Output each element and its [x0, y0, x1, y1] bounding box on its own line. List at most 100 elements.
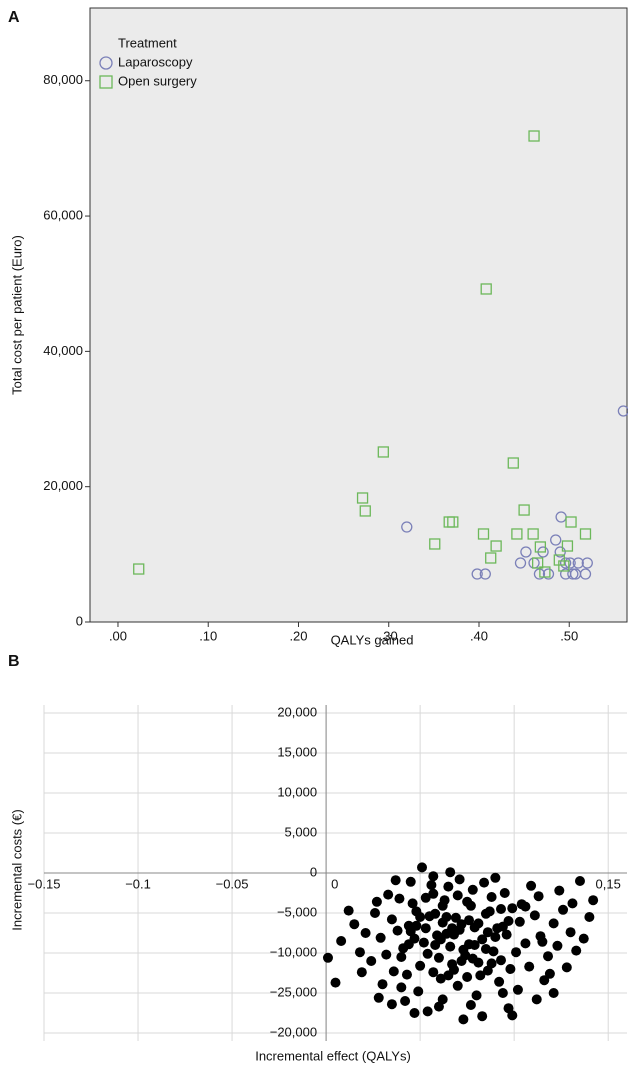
point [505, 964, 516, 974]
y-tick-label: 15,000 [277, 744, 317, 759]
point [377, 446, 389, 458]
point [428, 967, 439, 978]
point [526, 880, 537, 891]
point [413, 986, 424, 997]
point [507, 903, 518, 914]
point [428, 871, 439, 882]
point [574, 876, 585, 886]
point [396, 952, 407, 962]
point [420, 923, 431, 934]
point [428, 888, 439, 899]
x-tick-label: .00 [109, 628, 127, 643]
point [477, 528, 490, 540]
point [482, 927, 493, 938]
y-tick-label: 20,000 [43, 478, 83, 493]
y-axis-label: Incremental costs (€) [9, 809, 24, 930]
point [450, 912, 461, 923]
point [464, 915, 475, 926]
y-tick-label: −20,000 [270, 1024, 317, 1039]
point [497, 921, 508, 932]
legend-marker [99, 75, 113, 89]
x-tick-label: .50 [560, 628, 578, 643]
point [447, 923, 458, 934]
x-tick-label: −0.1 [125, 876, 151, 891]
point [322, 952, 333, 963]
point [443, 881, 454, 892]
point [565, 927, 576, 938]
y-tick-label: 5,000 [285, 824, 318, 839]
point [454, 874, 465, 885]
point [480, 283, 492, 295]
point [550, 534, 562, 546]
point [400, 996, 411, 1006]
point [490, 872, 501, 883]
point [486, 892, 497, 902]
point [494, 976, 505, 987]
point [581, 557, 593, 569]
point [441, 912, 452, 922]
point [527, 528, 539, 540]
point [359, 505, 371, 517]
point [578, 933, 589, 944]
x-tick-label: .20 [289, 628, 307, 643]
y-tick-label: 0 [76, 613, 83, 628]
point [477, 934, 488, 945]
point [471, 990, 482, 1001]
point [534, 541, 547, 553]
x-tick-label: −0.15 [28, 876, 61, 891]
point [133, 563, 145, 575]
point [409, 1008, 420, 1018]
point [558, 560, 570, 572]
point [435, 934, 446, 945]
point [394, 893, 405, 904]
point [437, 900, 448, 911]
point [479, 877, 490, 888]
y-tick-label: 40,000 [43, 343, 83, 358]
point [561, 962, 572, 973]
point [567, 568, 579, 580]
point [458, 1014, 469, 1025]
y-tick-label: −25,000 [270, 984, 317, 999]
point [584, 912, 595, 922]
point [511, 947, 522, 958]
point [520, 546, 532, 558]
point [465, 1000, 476, 1010]
point [537, 936, 548, 947]
point [366, 956, 377, 966]
point [426, 880, 437, 890]
point [565, 516, 577, 528]
point [520, 938, 531, 949]
point [528, 130, 540, 142]
point [507, 457, 519, 469]
point [407, 898, 418, 909]
y-tick-label: 0 [310, 864, 317, 879]
point [356, 492, 369, 504]
legend-label: Laparoscopy [118, 54, 193, 69]
point [559, 557, 572, 569]
y-tick-label: 60,000 [43, 207, 83, 222]
point [349, 919, 360, 930]
point [514, 557, 527, 569]
point [552, 940, 563, 951]
point [495, 904, 506, 914]
point [572, 557, 584, 569]
point [417, 862, 428, 873]
point [415, 960, 426, 971]
point [375, 932, 386, 943]
point [381, 949, 392, 960]
point [490, 540, 502, 552]
point [511, 528, 523, 540]
point [471, 568, 483, 580]
y-axis-label: Total cost per patient (Euro) [9, 235, 24, 395]
point [430, 908, 441, 919]
point [467, 953, 478, 964]
y-tick-label: 10,000 [277, 784, 317, 799]
point [524, 961, 535, 972]
point [388, 966, 399, 977]
point [482, 965, 493, 976]
point [548, 988, 559, 998]
point [401, 969, 412, 980]
point [452, 980, 463, 991]
point [475, 970, 486, 981]
